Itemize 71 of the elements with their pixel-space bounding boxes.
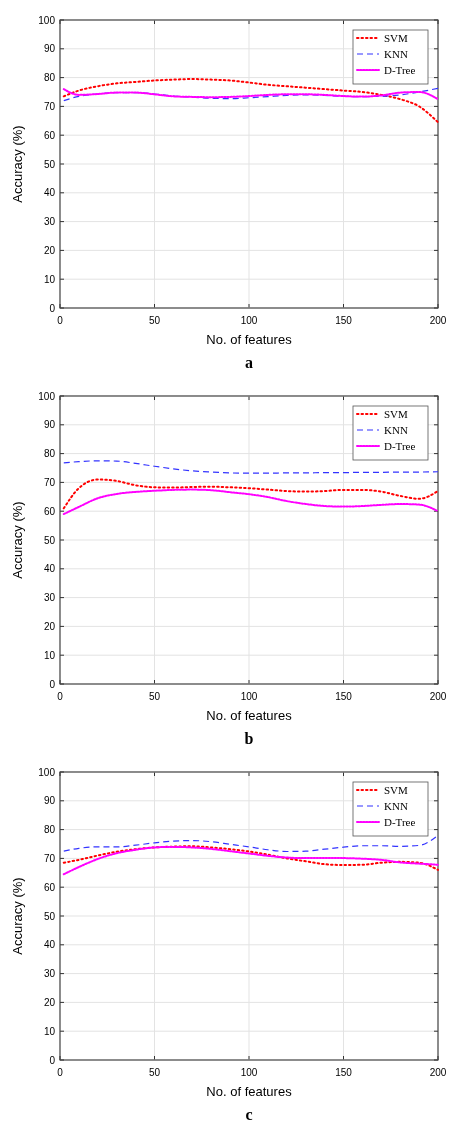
y-tick-label: 10 <box>43 273 56 285</box>
y-axis-title: Accuracy (%) <box>10 125 25 203</box>
x-tick-label: 0 <box>57 1067 64 1078</box>
y-tick-label: 10 <box>43 1025 56 1037</box>
legend-label: D-Tree <box>384 816 416 828</box>
y-tick-label: 40 <box>43 939 56 951</box>
y-tick-label: 70 <box>43 476 56 488</box>
x-tick-label: 50 <box>148 315 161 326</box>
line-series <box>62 488 439 516</box>
y-tick-label: 20 <box>43 244 56 256</box>
x-tick-label: 100 <box>240 691 258 702</box>
y-tick-label: 0 <box>49 678 56 690</box>
y-tick-label: 60 <box>43 505 56 517</box>
x-axis-title: No. of features <box>206 1084 293 1099</box>
x-tick-label: 200 <box>429 315 447 326</box>
y-tick-label: 30 <box>43 592 56 604</box>
legend-label: KNN <box>384 48 408 60</box>
x-tick-label: 200 <box>429 691 447 702</box>
y-tick-label: 30 <box>43 216 56 228</box>
x-tick-label: 0 <box>57 315 64 326</box>
legend-label: D-Tree <box>384 64 416 76</box>
x-tick-label: 50 <box>148 1067 161 1078</box>
y-tick-label: 90 <box>43 419 56 431</box>
x-axis-title: No. of features <box>206 332 293 347</box>
x-axis-title: No. of features <box>206 708 293 723</box>
y-tick-label: 50 <box>43 158 56 170</box>
x-tick-label: 150 <box>335 315 353 326</box>
x-tick-label: 100 <box>240 315 258 326</box>
legend-label: SVM <box>384 408 409 420</box>
y-tick-label: 90 <box>43 43 56 55</box>
y-tick-label: 70 <box>43 100 56 112</box>
y-tick-label: 0 <box>49 302 56 314</box>
text: a <box>245 354 253 371</box>
y-tick-label: 80 <box>43 824 56 836</box>
y-tick-label: 100 <box>38 390 56 402</box>
y-axis-title: Accuracy (%) <box>10 877 25 955</box>
line-series <box>62 78 439 124</box>
y-tick-label: 0 <box>49 1054 56 1066</box>
x-tick-label: 50 <box>148 691 161 702</box>
legend-label: KNN <box>384 800 408 812</box>
y-tick-label: 80 <box>43 448 56 460</box>
y-tick-label: 30 <box>43 968 56 980</box>
line-series <box>63 460 439 474</box>
y-tick-label: 40 <box>43 563 56 575</box>
y-tick-label: 50 <box>43 534 56 546</box>
x-tick-label: 0 <box>57 691 64 702</box>
y-tick-label: 80 <box>43 72 56 84</box>
x-tick-label: 150 <box>335 1067 353 1078</box>
y-tick-label: 100 <box>38 14 56 26</box>
y-tick-label: 10 <box>43 649 56 661</box>
y-tick-label: 20 <box>43 620 56 632</box>
y-axis-title: Accuracy (%) <box>10 501 25 579</box>
x-tick-label: 200 <box>429 1067 447 1078</box>
text: b <box>244 730 254 747</box>
line-series <box>63 834 439 853</box>
legend-label: SVM <box>384 32 409 44</box>
legend-label: D-Tree <box>384 440 416 452</box>
y-tick-label: 100 <box>38 766 56 778</box>
y-tick-label: 70 <box>43 852 56 864</box>
legend-label: SVM <box>384 784 409 796</box>
line-series <box>62 478 439 510</box>
y-tick-label: 50 <box>43 910 56 922</box>
y-tick-label: 60 <box>43 129 56 141</box>
y-tick-label: 60 <box>43 881 56 893</box>
x-tick-label: 100 <box>240 1067 258 1078</box>
text: c <box>245 1106 253 1123</box>
x-tick-label: 150 <box>335 691 353 702</box>
y-tick-label: 20 <box>43 996 56 1008</box>
y-tick-label: 90 <box>43 795 56 807</box>
legend-label: KNN <box>384 424 408 436</box>
y-tick-label: 40 <box>43 187 56 199</box>
